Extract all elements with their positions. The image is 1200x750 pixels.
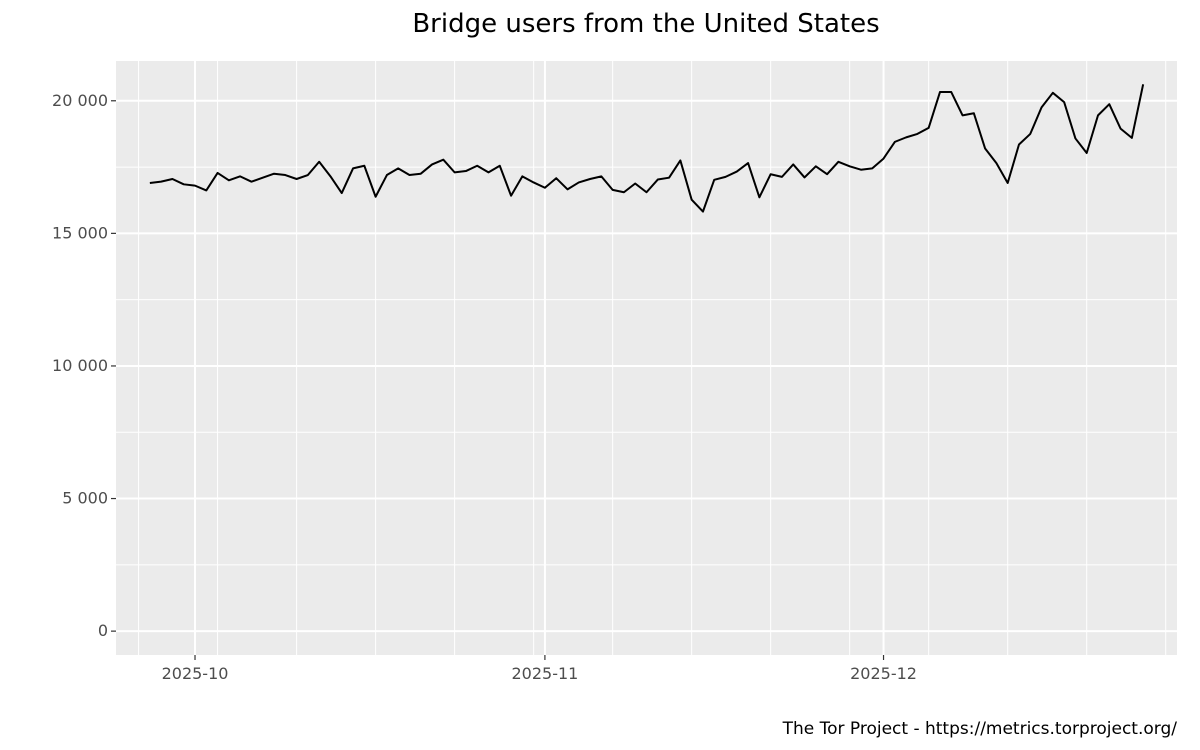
x-axis: 2025-10 2025-11 2025-12 <box>162 655 917 683</box>
chart-title: Bridge users from the United States <box>412 9 879 39</box>
minor-gridlines <box>116 61 1177 655</box>
y-tick-label: 10 000 <box>52 356 108 375</box>
y-tick-label: 15 000 <box>52 223 108 242</box>
series-line <box>149 84 1145 213</box>
y-tick-label: 5 000 <box>62 489 108 508</box>
plot-panel <box>116 61 1177 655</box>
chart-caption: The Tor Project - https://metrics.torpro… <box>782 719 1178 739</box>
x-tick-label: 2025-10 <box>162 664 229 683</box>
y-tick-label: 20 000 <box>52 91 108 110</box>
x-tick-label: 2025-11 <box>511 664 578 683</box>
x-tick-label: 2025-12 <box>850 664 917 683</box>
major-gridlines <box>116 61 1177 655</box>
y-axis: 0 5 000 10 000 15 000 20 000 <box>52 91 116 640</box>
y-tick-label: 0 <box>98 621 108 640</box>
series-layer <box>149 84 1145 213</box>
